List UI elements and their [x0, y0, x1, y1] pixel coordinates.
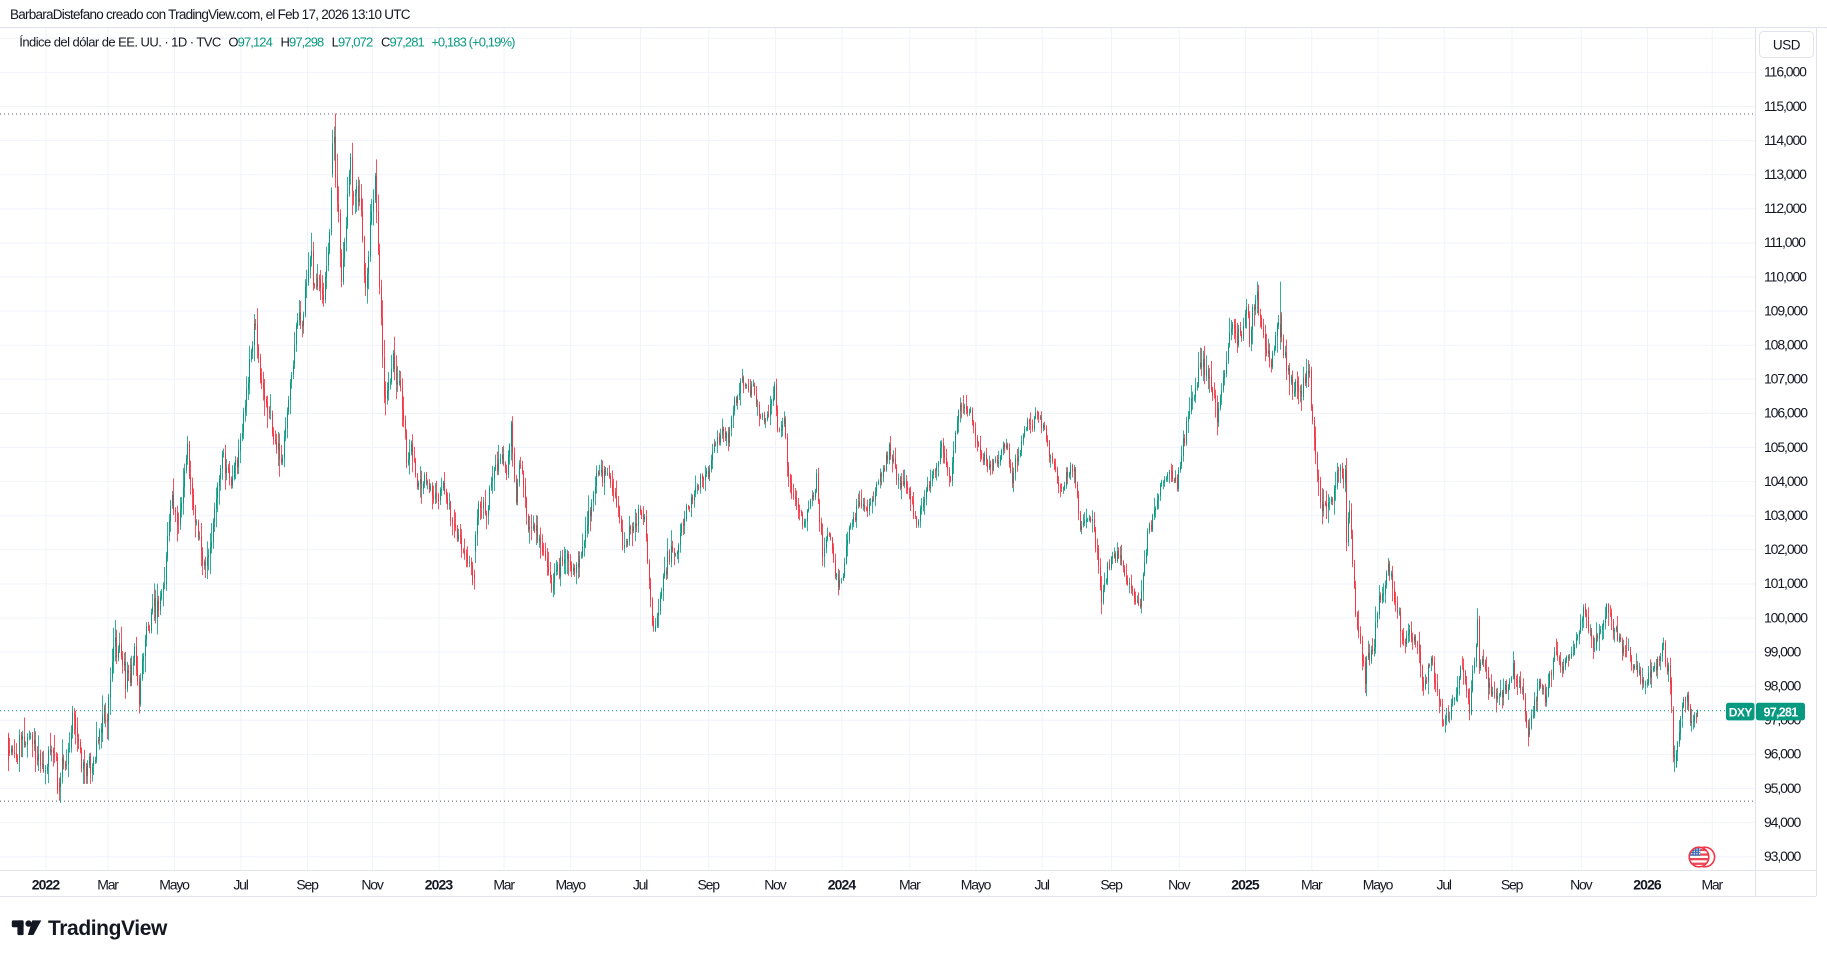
svg-text:C97,281: C97,281 — [381, 35, 425, 50]
svg-text:94,000: 94,000 — [1764, 814, 1802, 830]
svg-text:Sep: Sep — [698, 877, 721, 893]
svg-text:Nov: Nov — [361, 877, 383, 893]
svg-text:Índice del dólar de EE. UU. ·: Índice del dólar de EE. UU. · 1D · TVC — [19, 35, 221, 50]
svg-text:Jul: Jul — [233, 877, 248, 893]
svg-text:H97,298: H97,298 — [281, 35, 325, 50]
svg-text:105,000: 105,000 — [1764, 439, 1808, 455]
svg-text:2023: 2023 — [425, 877, 454, 893]
svg-text:96,000: 96,000 — [1764, 746, 1802, 762]
svg-text:108,000: 108,000 — [1764, 337, 1808, 353]
svg-text:Nov: Nov — [1570, 877, 1592, 893]
svg-text:Mar: Mar — [1301, 877, 1323, 893]
svg-text:109,000: 109,000 — [1764, 302, 1808, 318]
svg-text:Mar: Mar — [899, 877, 921, 893]
svg-text:Mar: Mar — [493, 877, 515, 893]
svg-text:Nov: Nov — [1168, 877, 1190, 893]
svg-text:116,000: 116,000 — [1764, 64, 1807, 80]
svg-text:106,000: 106,000 — [1764, 405, 1808, 421]
svg-text:DXY: DXY — [1729, 705, 1753, 719]
svg-text:101,000: 101,000 — [1764, 575, 1808, 591]
svg-text:111,000: 111,000 — [1764, 234, 1806, 250]
svg-text:100,000: 100,000 — [1764, 609, 1808, 625]
svg-text:107,000: 107,000 — [1764, 371, 1808, 387]
svg-text:2024: 2024 — [828, 877, 857, 893]
svg-text:BarbaraDistefano creado con Tr: BarbaraDistefano creado con TradingView.… — [10, 7, 411, 22]
svg-text:Mayo: Mayo — [961, 877, 992, 893]
svg-text:102,000: 102,000 — [1764, 541, 1808, 557]
svg-text:Sep: Sep — [1501, 877, 1524, 893]
svg-text:99,000: 99,000 — [1764, 643, 1802, 659]
svg-text:114,000: 114,000 — [1764, 132, 1807, 148]
svg-text:115,000: 115,000 — [1764, 98, 1807, 114]
svg-text:Mar: Mar — [1701, 877, 1723, 893]
svg-text:Jul: Jul — [1035, 877, 1050, 893]
svg-text:113,000: 113,000 — [1764, 166, 1807, 182]
svg-text:TradingView: TradingView — [48, 917, 168, 940]
svg-text:93,000: 93,000 — [1764, 848, 1802, 864]
svg-text:Sep: Sep — [1100, 877, 1123, 893]
svg-text:104,000: 104,000 — [1764, 473, 1808, 489]
svg-text:97,281: 97,281 — [1763, 706, 1798, 720]
svg-text:2022: 2022 — [32, 877, 61, 893]
svg-text:98,000: 98,000 — [1764, 678, 1802, 694]
svg-text:103,000: 103,000 — [1764, 507, 1808, 523]
svg-text:Jul: Jul — [633, 877, 648, 893]
svg-text:L97,072: L97,072 — [332, 35, 373, 50]
svg-text:Sep: Sep — [296, 877, 319, 893]
svg-text:O97,124: O97,124 — [228, 35, 272, 50]
svg-text:Jul: Jul — [1437, 877, 1452, 893]
svg-text:2026: 2026 — [1633, 877, 1662, 893]
svg-text:2025: 2025 — [1231, 877, 1260, 893]
svg-text:Mayo: Mayo — [1363, 877, 1394, 893]
svg-text:+0,183 (+0,19%): +0,183 (+0,19%) — [431, 35, 515, 50]
svg-text:Mar: Mar — [97, 877, 119, 893]
svg-text:Nov: Nov — [764, 877, 786, 893]
svg-text:112,000: 112,000 — [1764, 200, 1807, 216]
svg-text:95,000: 95,000 — [1764, 780, 1802, 796]
svg-text:110,000: 110,000 — [1764, 268, 1807, 284]
svg-text:Mayo: Mayo — [555, 877, 586, 893]
svg-text:USD: USD — [1773, 37, 1801, 52]
svg-text:Mayo: Mayo — [159, 877, 190, 893]
